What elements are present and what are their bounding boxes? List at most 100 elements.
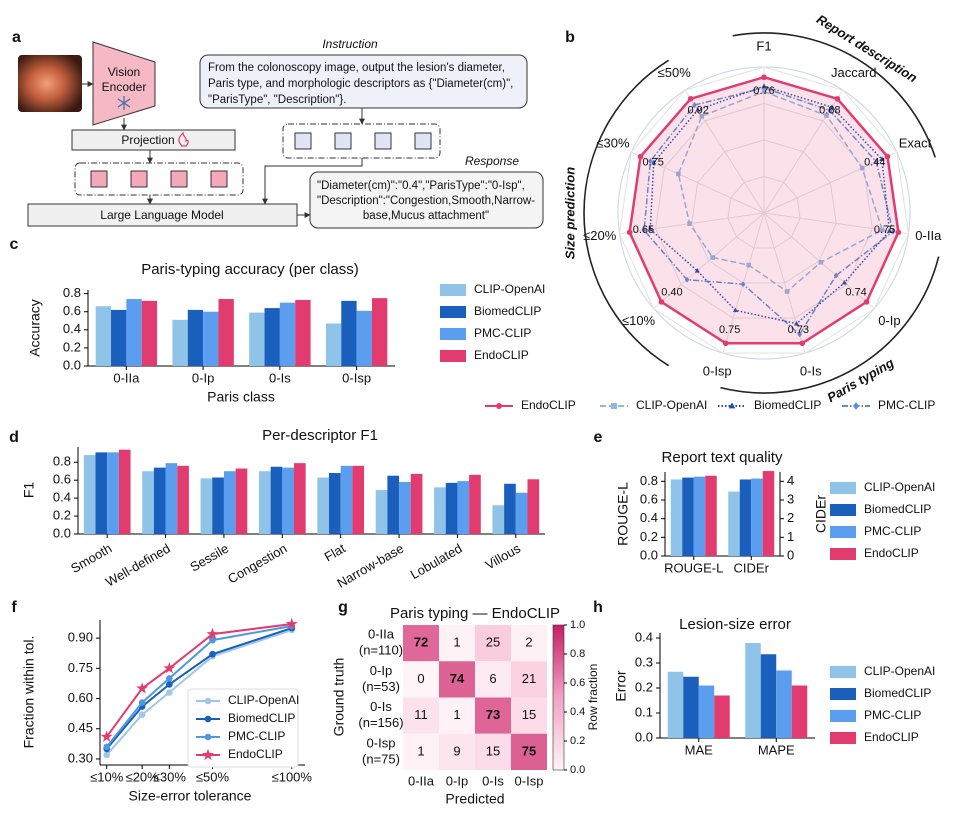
marker <box>204 733 212 741</box>
axis-label: F1 <box>756 38 771 53</box>
legend-swatch <box>440 284 466 296</box>
marker <box>859 165 865 171</box>
marker <box>761 89 767 94</box>
bar <box>282 467 294 534</box>
axis-label: ≤20% <box>583 228 617 243</box>
marker <box>204 697 212 705</box>
marker <box>206 627 219 640</box>
bar <box>111 309 127 366</box>
marker <box>103 743 110 751</box>
marker <box>895 229 902 236</box>
marker <box>103 751 110 759</box>
data-label: 0.75 <box>719 324 740 336</box>
bar <box>200 478 213 534</box>
y2-tick-label: 4 <box>787 473 794 488</box>
panel-label: g <box>338 599 348 616</box>
y-tick-label: 0.0 <box>640 547 658 562</box>
x-tick-label: 0-Is <box>482 773 504 788</box>
y-tick-label: 0.8 <box>640 473 658 488</box>
y-axis-label: Ground truth <box>331 658 347 737</box>
x-tick-label: MAPE <box>758 742 795 757</box>
radar-line <box>677 90 884 293</box>
y-tick-label: 0.4 <box>640 510 658 525</box>
bar <box>340 465 353 534</box>
y-tick-label: 0-Ip <box>370 663 392 678</box>
marker <box>694 268 700 273</box>
instruction-text: From the colonoscopy image, output the l… <box>208 62 505 74</box>
colorbar-tick-label: 1.0 <box>570 619 585 631</box>
cell-label: 72 <box>414 635 428 650</box>
heatmap-cell <box>403 733 439 770</box>
marker <box>684 276 690 283</box>
instruction-text: "ParisType", "Description"}. <box>208 94 346 106</box>
bar <box>295 299 311 366</box>
data-label: 0.44 <box>864 156 885 168</box>
instruction-box <box>199 54 528 109</box>
marker <box>166 675 173 682</box>
x-tick-label: Villous <box>483 540 524 572</box>
x-tick-label: MAE <box>685 742 714 757</box>
axis-label: Exact <box>899 135 932 150</box>
radar-spoke <box>653 212 765 309</box>
bar <box>212 477 224 534</box>
bar <box>165 463 178 534</box>
x-tick-label: ≤20% <box>126 769 160 784</box>
marker <box>834 95 841 102</box>
data-label: 0.40 <box>661 287 682 299</box>
legend-frame <box>187 688 299 768</box>
colorbar-tick-label: 0.4 <box>570 706 585 718</box>
panel-label: c <box>10 236 19 253</box>
instruction-title: Instruction <box>322 37 378 51</box>
y-tick-label: 0.6 <box>63 303 81 318</box>
bar <box>95 452 108 534</box>
bar <box>760 654 777 738</box>
bar <box>745 643 761 738</box>
bar <box>410 473 423 534</box>
heatmap-cell <box>511 733 547 770</box>
legend-swatch <box>440 306 466 318</box>
data-label: 0.76 <box>753 85 774 97</box>
legend-swatch <box>440 350 466 362</box>
legend-label: EndoCLIP <box>864 546 919 560</box>
bar <box>683 676 699 738</box>
radar-line <box>628 75 900 345</box>
x-tick-label: 0-IIa <box>113 370 140 385</box>
y-tick-label: 0.2 <box>63 339 81 354</box>
response-text: "Diameter(cm)":"0.4","ParisType":"0-Isp"… <box>317 180 525 192</box>
x-tick-label: 0-Isp <box>342 370 371 385</box>
bar <box>203 311 219 366</box>
bar <box>728 491 740 556</box>
token <box>90 170 228 188</box>
heatmap-cell <box>403 697 439 734</box>
legend-label: CLIP-OpenAI <box>474 282 545 296</box>
bar <box>698 685 715 738</box>
axis-label: ≤30% <box>596 135 630 150</box>
bar <box>141 300 158 366</box>
y2-tick-label: 1 <box>787 529 794 544</box>
y-tick-label: 0.30 <box>68 750 93 765</box>
y-tick-label: 0.2 <box>635 679 653 694</box>
bar <box>270 466 283 534</box>
marker <box>884 153 891 160</box>
marker <box>138 699 146 706</box>
panel-label: f <box>11 599 17 616</box>
marker <box>890 228 896 235</box>
endoscopy-image <box>18 55 82 112</box>
bar <box>751 478 763 556</box>
y-tick-label: 0.60 <box>68 690 93 705</box>
marker <box>833 272 839 279</box>
legend-label: CLIP-OpenAI <box>864 664 935 678</box>
bar <box>329 473 341 534</box>
x-axis-label: Predicted <box>445 791 504 807</box>
legend-label: PMC-CLIP <box>228 729 285 743</box>
panel-label: h <box>593 599 603 616</box>
radar-grid <box>618 66 910 354</box>
legend-swatch <box>830 504 856 516</box>
group-arc <box>583 59 670 367</box>
y-axis-label: Error <box>613 670 629 701</box>
y-axis-label: ROUGE-L <box>615 482 631 546</box>
y-tick-label: 0.90 <box>68 630 93 645</box>
marker <box>100 730 113 742</box>
bar <box>293 463 306 534</box>
marker <box>728 402 736 409</box>
